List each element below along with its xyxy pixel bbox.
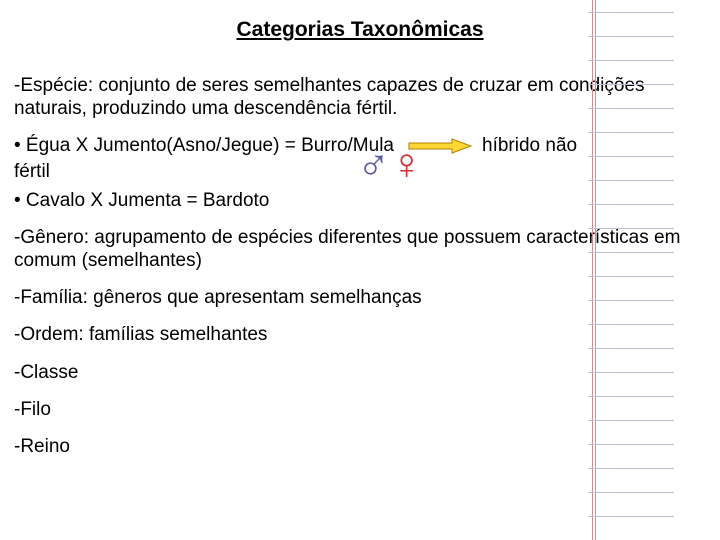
definition-filo: -Filo (14, 398, 706, 421)
notebook-rule-line (588, 12, 674, 13)
notebook-rule-line (588, 348, 674, 349)
definition-familia: -Família: gêneros que apresentam semelha… (14, 286, 706, 309)
definition-classe: -Classe (14, 361, 706, 384)
definition-especie: -Espécie: conjunto de seres semelhantes … (14, 74, 706, 120)
notebook-rule-line (588, 468, 674, 469)
example1-right: híbrido não (482, 134, 577, 157)
definition-reino: -Reino (14, 435, 706, 458)
female-symbol-icon: ♀ (390, 143, 423, 187)
example-cavalo-jumenta: • Cavalo X Jumenta = Bardoto (14, 189, 706, 212)
example1-left: • Égua X Jumento(Asno/Jegue) = Burro/Mul… (14, 134, 394, 157)
notebook-rule-line (588, 276, 674, 277)
notebook-rule-line (588, 492, 674, 493)
male-symbol-icon: ♂ (357, 144, 390, 188)
page-title: Categorias Taxonômicas (14, 18, 706, 42)
notebook-rule-line (588, 60, 674, 61)
notebook-rule-line (588, 516, 674, 517)
notebook-rule-line (588, 132, 674, 133)
definition-ordem: -Ordem: famílias semelhantes (14, 323, 706, 346)
definition-genero: -Gênero: agrupamento de espécies diferen… (14, 226, 706, 272)
